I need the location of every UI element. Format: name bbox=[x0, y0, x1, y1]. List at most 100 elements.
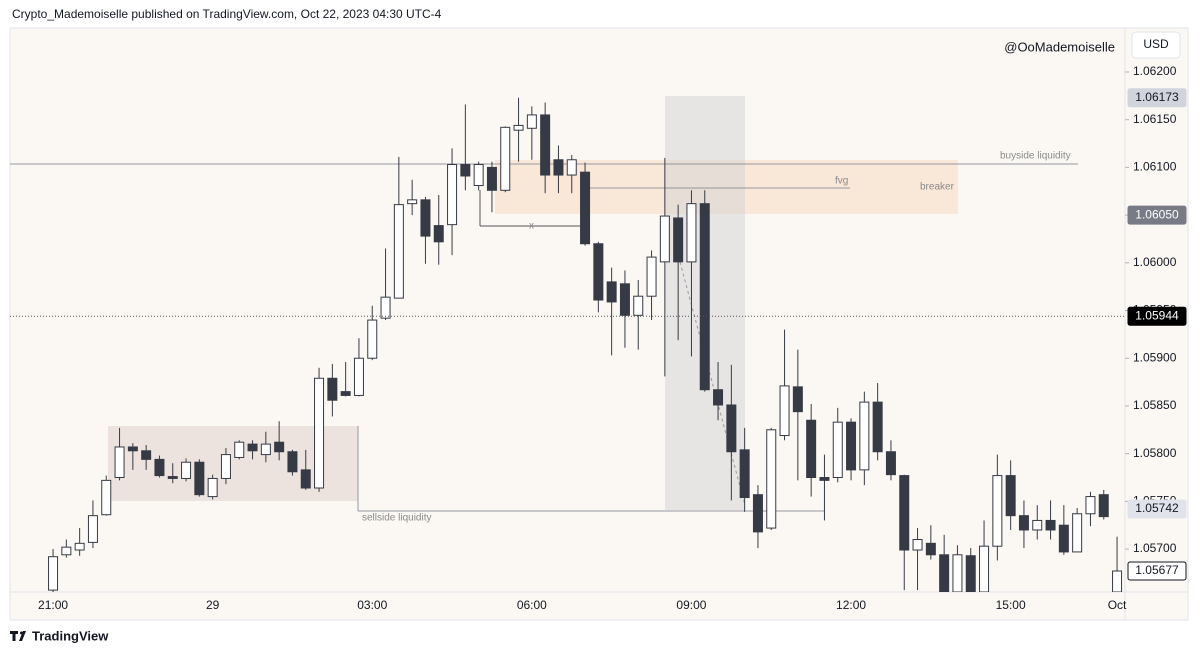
candle-body bbox=[486, 166, 497, 191]
annotation-label: sellside liquidity bbox=[362, 513, 431, 524]
x-tick-label: Oct bbox=[1108, 598, 1127, 612]
footer-logo bbox=[10, 631, 26, 641]
candle-body bbox=[580, 171, 591, 245]
candle-body bbox=[540, 114, 551, 176]
candle-body bbox=[846, 421, 857, 471]
candle-body bbox=[806, 419, 817, 479]
candle-body bbox=[992, 475, 1003, 547]
candle-body bbox=[340, 391, 351, 396]
x-tick-label: 03:00 bbox=[357, 598, 387, 612]
candle-body bbox=[1018, 515, 1029, 531]
candle-body bbox=[327, 377, 338, 401]
candle-body bbox=[234, 441, 245, 458]
candle-body bbox=[925, 542, 936, 556]
candle-body bbox=[659, 215, 670, 263]
annotation-label: fvg bbox=[835, 176, 848, 187]
candle-body bbox=[965, 555, 976, 592]
candle-body bbox=[367, 319, 378, 359]
candle-body bbox=[353, 357, 364, 396]
candle-body bbox=[1085, 496, 1096, 515]
x-tick-label: 15:00 bbox=[996, 598, 1026, 612]
price-label-box bbox=[1127, 205, 1187, 225]
candle-body bbox=[646, 256, 657, 297]
candle-body bbox=[314, 377, 325, 489]
candle-body bbox=[872, 401, 883, 453]
candle-body bbox=[447, 164, 458, 226]
candle-body bbox=[952, 554, 963, 592]
candle-body bbox=[513, 124, 524, 131]
x-tick-label: 29 bbox=[206, 598, 220, 612]
candle-body bbox=[1112, 570, 1123, 592]
candle-body bbox=[606, 281, 617, 303]
candle-body bbox=[673, 217, 684, 263]
y-tick-label: 1.05700 bbox=[1133, 541, 1177, 555]
y-tick-label: 1.06200 bbox=[1133, 64, 1177, 78]
candle-body bbox=[420, 199, 431, 237]
candle-body bbox=[1058, 524, 1069, 553]
candle-body bbox=[274, 441, 285, 453]
x-tick-label: 09:00 bbox=[676, 598, 706, 612]
price-label: 1.05677 bbox=[1135, 563, 1179, 577]
candle-body bbox=[899, 475, 910, 551]
candle-body bbox=[127, 446, 138, 452]
candle-body bbox=[101, 479, 112, 516]
candle-body bbox=[633, 295, 644, 316]
candle-body bbox=[686, 203, 697, 263]
candle-body bbox=[832, 421, 843, 479]
candle-body bbox=[87, 515, 98, 543]
price-label-box bbox=[1127, 88, 1187, 108]
candle-body bbox=[473, 164, 484, 187]
footer: TradingView bbox=[32, 628, 109, 643]
y-tick-label: 1.05900 bbox=[1133, 350, 1177, 364]
annotation-label: x bbox=[529, 221, 534, 232]
y-tick-label: 1.05800 bbox=[1133, 446, 1177, 460]
candle-body bbox=[260, 443, 271, 456]
candle-body bbox=[154, 458, 165, 477]
candle-body bbox=[885, 451, 896, 476]
candle-body bbox=[220, 454, 231, 479]
candle-body bbox=[739, 449, 750, 499]
candle-body bbox=[61, 546, 72, 556]
price-label-box bbox=[1127, 306, 1187, 326]
price-label-box bbox=[1127, 561, 1187, 581]
candle-body bbox=[1005, 475, 1016, 517]
candle-body bbox=[500, 126, 511, 191]
watermark: @OoMademoiselle bbox=[1004, 39, 1115, 54]
chart-background bbox=[9, 27, 1189, 621]
price-label: 1.06050 bbox=[1135, 207, 1179, 221]
candle-body bbox=[713, 389, 724, 406]
y-tick-label: 1.05850 bbox=[1133, 398, 1177, 412]
candle-body bbox=[766, 429, 777, 529]
currency-button[interactable] bbox=[1131, 31, 1181, 59]
price-label: 1.05944 bbox=[1135, 308, 1179, 322]
candle-body bbox=[1072, 513, 1083, 553]
candles bbox=[48, 97, 1123, 592]
candle-body bbox=[726, 404, 737, 453]
candle-body bbox=[526, 114, 537, 129]
candle-body bbox=[181, 461, 192, 479]
candle-body bbox=[1032, 519, 1043, 531]
y-tick-label: 1.06000 bbox=[1133, 255, 1177, 269]
candle-body bbox=[207, 477, 218, 498]
candle-body bbox=[141, 450, 152, 460]
candle-body bbox=[460, 164, 471, 177]
header: Crypto_Mademoiselle published on Trading… bbox=[12, 7, 442, 21]
currency[interactable]: USD bbox=[1143, 37, 1169, 51]
price-label-box bbox=[1127, 499, 1187, 519]
candle-body bbox=[287, 451, 298, 473]
candle-body bbox=[114, 446, 125, 479]
y-tick-label: 1.06150 bbox=[1133, 112, 1177, 126]
annotation-label: buyside liquidity bbox=[1000, 151, 1071, 162]
price-label: 1.05742 bbox=[1135, 501, 1179, 515]
price-label: 1.06173 bbox=[1135, 90, 1179, 104]
candle-body bbox=[566, 159, 577, 176]
candle-body bbox=[819, 477, 830, 481]
candle-body bbox=[194, 461, 205, 496]
candle-body bbox=[1098, 494, 1109, 518]
x-tick-label: 21:00 bbox=[38, 598, 68, 612]
candle-body bbox=[407, 199, 418, 205]
candle-body bbox=[433, 225, 444, 243]
candle-body bbox=[752, 494, 763, 533]
